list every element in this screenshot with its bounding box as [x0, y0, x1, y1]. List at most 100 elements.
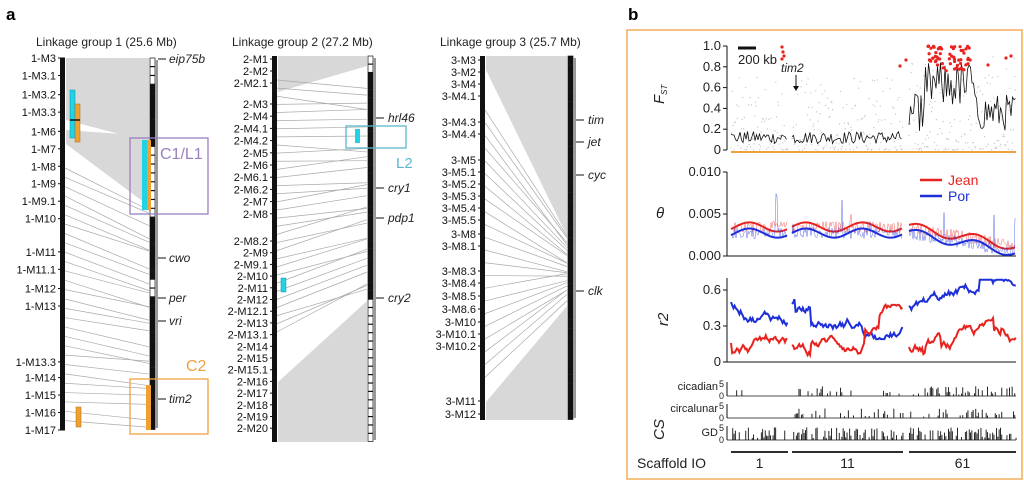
fst-point: [960, 135, 963, 137]
cs-bar: [989, 433, 991, 440]
lg1-physical-segment: [149, 217, 156, 227]
lg2-physical-segment: [367, 231, 374, 241]
fst-point: [841, 149, 843, 151]
cs-bar: [996, 414, 997, 418]
fst-point: [862, 117, 864, 119]
cs-bar: [836, 391, 838, 396]
lg1-physical-segment: [149, 376, 156, 386]
cs-track-GD: GD: [702, 427, 719, 439]
fst-point: [965, 142, 967, 144]
lg3-physical-segment: [567, 255, 574, 266]
r2-ylabel: r2: [655, 312, 672, 326]
fst-point: [757, 126, 759, 128]
cs-bar: [967, 410, 969, 418]
lg3-physical-segment: [567, 73, 574, 84]
fst-point: [967, 142, 969, 144]
lg2-physical-segment: [367, 206, 374, 216]
lg1-physical-segment: [149, 287, 156, 297]
tim2-annotation: tim2: [781, 61, 804, 75]
cs-bar: [993, 434, 995, 440]
r2-line-jean: [730, 332, 788, 355]
fst-outlier: [938, 46, 942, 50]
fst-point: [825, 104, 827, 107]
cs-bar: [984, 437, 986, 440]
fst-point: [899, 121, 901, 123]
lg3-gene-tim: tim: [588, 113, 604, 127]
lg3-marker-label: 3-M4.4: [442, 129, 476, 141]
cs-bar: [916, 435, 918, 440]
cs-bar: [819, 392, 821, 396]
lg3-marker-label: 3-M12: [445, 409, 476, 421]
cs-bar: [909, 432, 910, 440]
lg2-physical-segment: [367, 147, 374, 157]
lg3-marker-label: 3-M10.2: [436, 341, 476, 353]
lg3-synteny-wedge: [486, 56, 567, 236]
fst-tick: 0.6: [703, 80, 721, 95]
cs-track-cicadian: cicadian: [678, 381, 718, 393]
fst-point: [926, 134, 928, 137]
lg3-physical-segment: [567, 183, 574, 193]
fst-point: [912, 148, 914, 150]
fst-point: [970, 123, 972, 126]
cs-bar: [987, 386, 988, 396]
fst-point: [914, 143, 916, 145]
lg2-marker-label: 2-M10: [237, 271, 268, 283]
cs-bar: [819, 415, 821, 418]
fst-outlier: [931, 56, 935, 60]
fst-point: [921, 99, 923, 101]
fst-point: [815, 90, 817, 92]
fst-point: [953, 149, 955, 151]
fst-point: [970, 129, 972, 131]
fst-point: [937, 149, 940, 151]
cs-bar: [805, 430, 806, 440]
fst-point: [951, 125, 953, 128]
fst-outlier: [931, 44, 936, 48]
fst-point: [850, 126, 852, 129]
fst-point: [820, 84, 822, 86]
fst-point: [929, 131, 931, 133]
lg2-link-line: [276, 219, 368, 251]
lg3-physical-segment: [567, 82, 574, 93]
cs-bar: [751, 437, 753, 440]
r2-line-por: [908, 278, 1016, 313]
cs-bar: [938, 393, 940, 396]
lg1-physical-segment: [149, 349, 156, 359]
lg3-physical-segment: [567, 137, 574, 147]
fst-point: [853, 77, 855, 80]
fst-point: [919, 87, 921, 89]
lg1-marker-label: 1-M10: [25, 214, 56, 226]
theta-line-por: [908, 228, 1016, 256]
fst-point: [1011, 149, 1013, 151]
lg3-link-line: [484, 211, 568, 264]
fst-point: [820, 131, 823, 133]
lg1-link-line: [64, 233, 150, 270]
fst-tick: 0.2: [703, 121, 721, 136]
lg1-link-line: [64, 251, 150, 285]
fst-point: [801, 80, 803, 82]
cs-bar: [864, 429, 866, 440]
lg1-marker-label: 1-M17: [25, 425, 56, 437]
fst-point: [857, 119, 859, 121]
fst-point: [824, 90, 826, 92]
lg3-link-line: [484, 109, 568, 237]
fst-point: [942, 121, 944, 123]
lg2-physical-segment: [367, 298, 374, 308]
fst-point: [778, 104, 780, 107]
panel-b: b 1.0 0.8 0.6 0.4 0.2 0 FST 200 kb tim2 0.010 0.005…: [626, 5, 1023, 480]
r2-line-por: [730, 301, 789, 328]
fst-point: [805, 144, 807, 146]
lg1-link-line: [64, 242, 150, 275]
lg3-marker-label: 3-M5.4: [442, 203, 476, 215]
cs-bar: [961, 393, 962, 396]
fst-point: [813, 123, 815, 125]
cs-bar: [951, 431, 953, 440]
lg3-physical-segment: [567, 219, 574, 229]
cs-bar: [962, 415, 964, 418]
lg2-marker-label: 2-M20: [237, 423, 268, 435]
fst-point: [909, 123, 912, 125]
fst-point: [792, 137, 794, 140]
lg1-phys-cyan: [142, 140, 147, 210]
lg2-link-line: [276, 248, 368, 284]
fst-point: [778, 143, 780, 145]
